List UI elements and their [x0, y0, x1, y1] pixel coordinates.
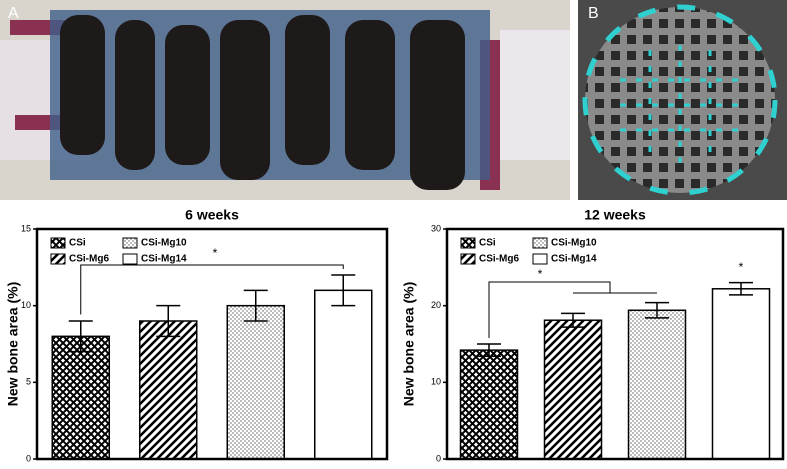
y-tick-label: 30	[431, 223, 441, 233]
bar	[627, 309, 687, 460]
legend-label: CSi-Mg14	[551, 254, 597, 265]
significance-star: *	[739, 260, 744, 274]
error-bar	[729, 281, 753, 296]
bar	[226, 304, 285, 460]
bar	[51, 335, 110, 460]
legend-swatch	[50, 237, 66, 249]
legend-swatch	[460, 237, 476, 249]
legend-swatch	[122, 253, 138, 265]
bar	[314, 289, 373, 460]
bar	[459, 349, 519, 460]
y-axis-label: New bone area (%)	[401, 282, 417, 406]
panel-label: A	[8, 5, 19, 22]
y-tick-label: 10	[431, 377, 441, 387]
y-tick-label: 0	[26, 453, 31, 463]
image-b: B	[578, 0, 787, 200]
error-bar	[68, 320, 93, 353]
y-axis-label: New bone area (%)	[5, 282, 21, 406]
legend-label: CSi-Mg6	[69, 254, 109, 265]
legend-swatch	[532, 237, 548, 249]
y-tick-label: 5	[26, 377, 31, 387]
significance-bracket	[80, 264, 344, 315]
bar	[139, 320, 198, 460]
legend-swatch	[50, 253, 66, 265]
y-tick-label: 0	[436, 453, 441, 463]
error-bar	[477, 343, 501, 358]
error-bar	[645, 301, 669, 319]
chart-title: 12 weeks	[584, 207, 646, 223]
chart-title: 6 weeks	[185, 207, 239, 223]
legend-swatch	[460, 253, 476, 265]
legend-label: CSi	[69, 238, 86, 249]
significance-bracket	[488, 281, 657, 338]
y-tick-label: 15	[21, 223, 31, 233]
plot-frame	[35, 227, 389, 461]
legend-label: CSi	[479, 238, 496, 249]
legend-label: CSi-Mg14	[141, 254, 187, 265]
plot-frame	[445, 227, 785, 461]
error-bar	[561, 312, 585, 328]
significance-star: *	[538, 267, 543, 281]
y-tick-label: 20	[431, 300, 441, 310]
legend-swatch	[122, 237, 138, 249]
legend-label: CSi-Mg10	[141, 238, 187, 249]
significance-star: *	[213, 246, 218, 260]
legend-label: CSi-Mg10	[551, 238, 597, 249]
error-bar	[243, 289, 268, 322]
legend-label: CSi-Mg6	[479, 254, 519, 265]
legend-swatch	[532, 253, 548, 265]
image-a: A	[0, 0, 570, 200]
error-bar	[331, 274, 356, 307]
bar	[543, 319, 603, 460]
bar	[711, 288, 771, 460]
panel-label: B	[588, 5, 599, 22]
error-bar	[156, 304, 181, 338]
y-tick-label: 10	[21, 300, 31, 310]
